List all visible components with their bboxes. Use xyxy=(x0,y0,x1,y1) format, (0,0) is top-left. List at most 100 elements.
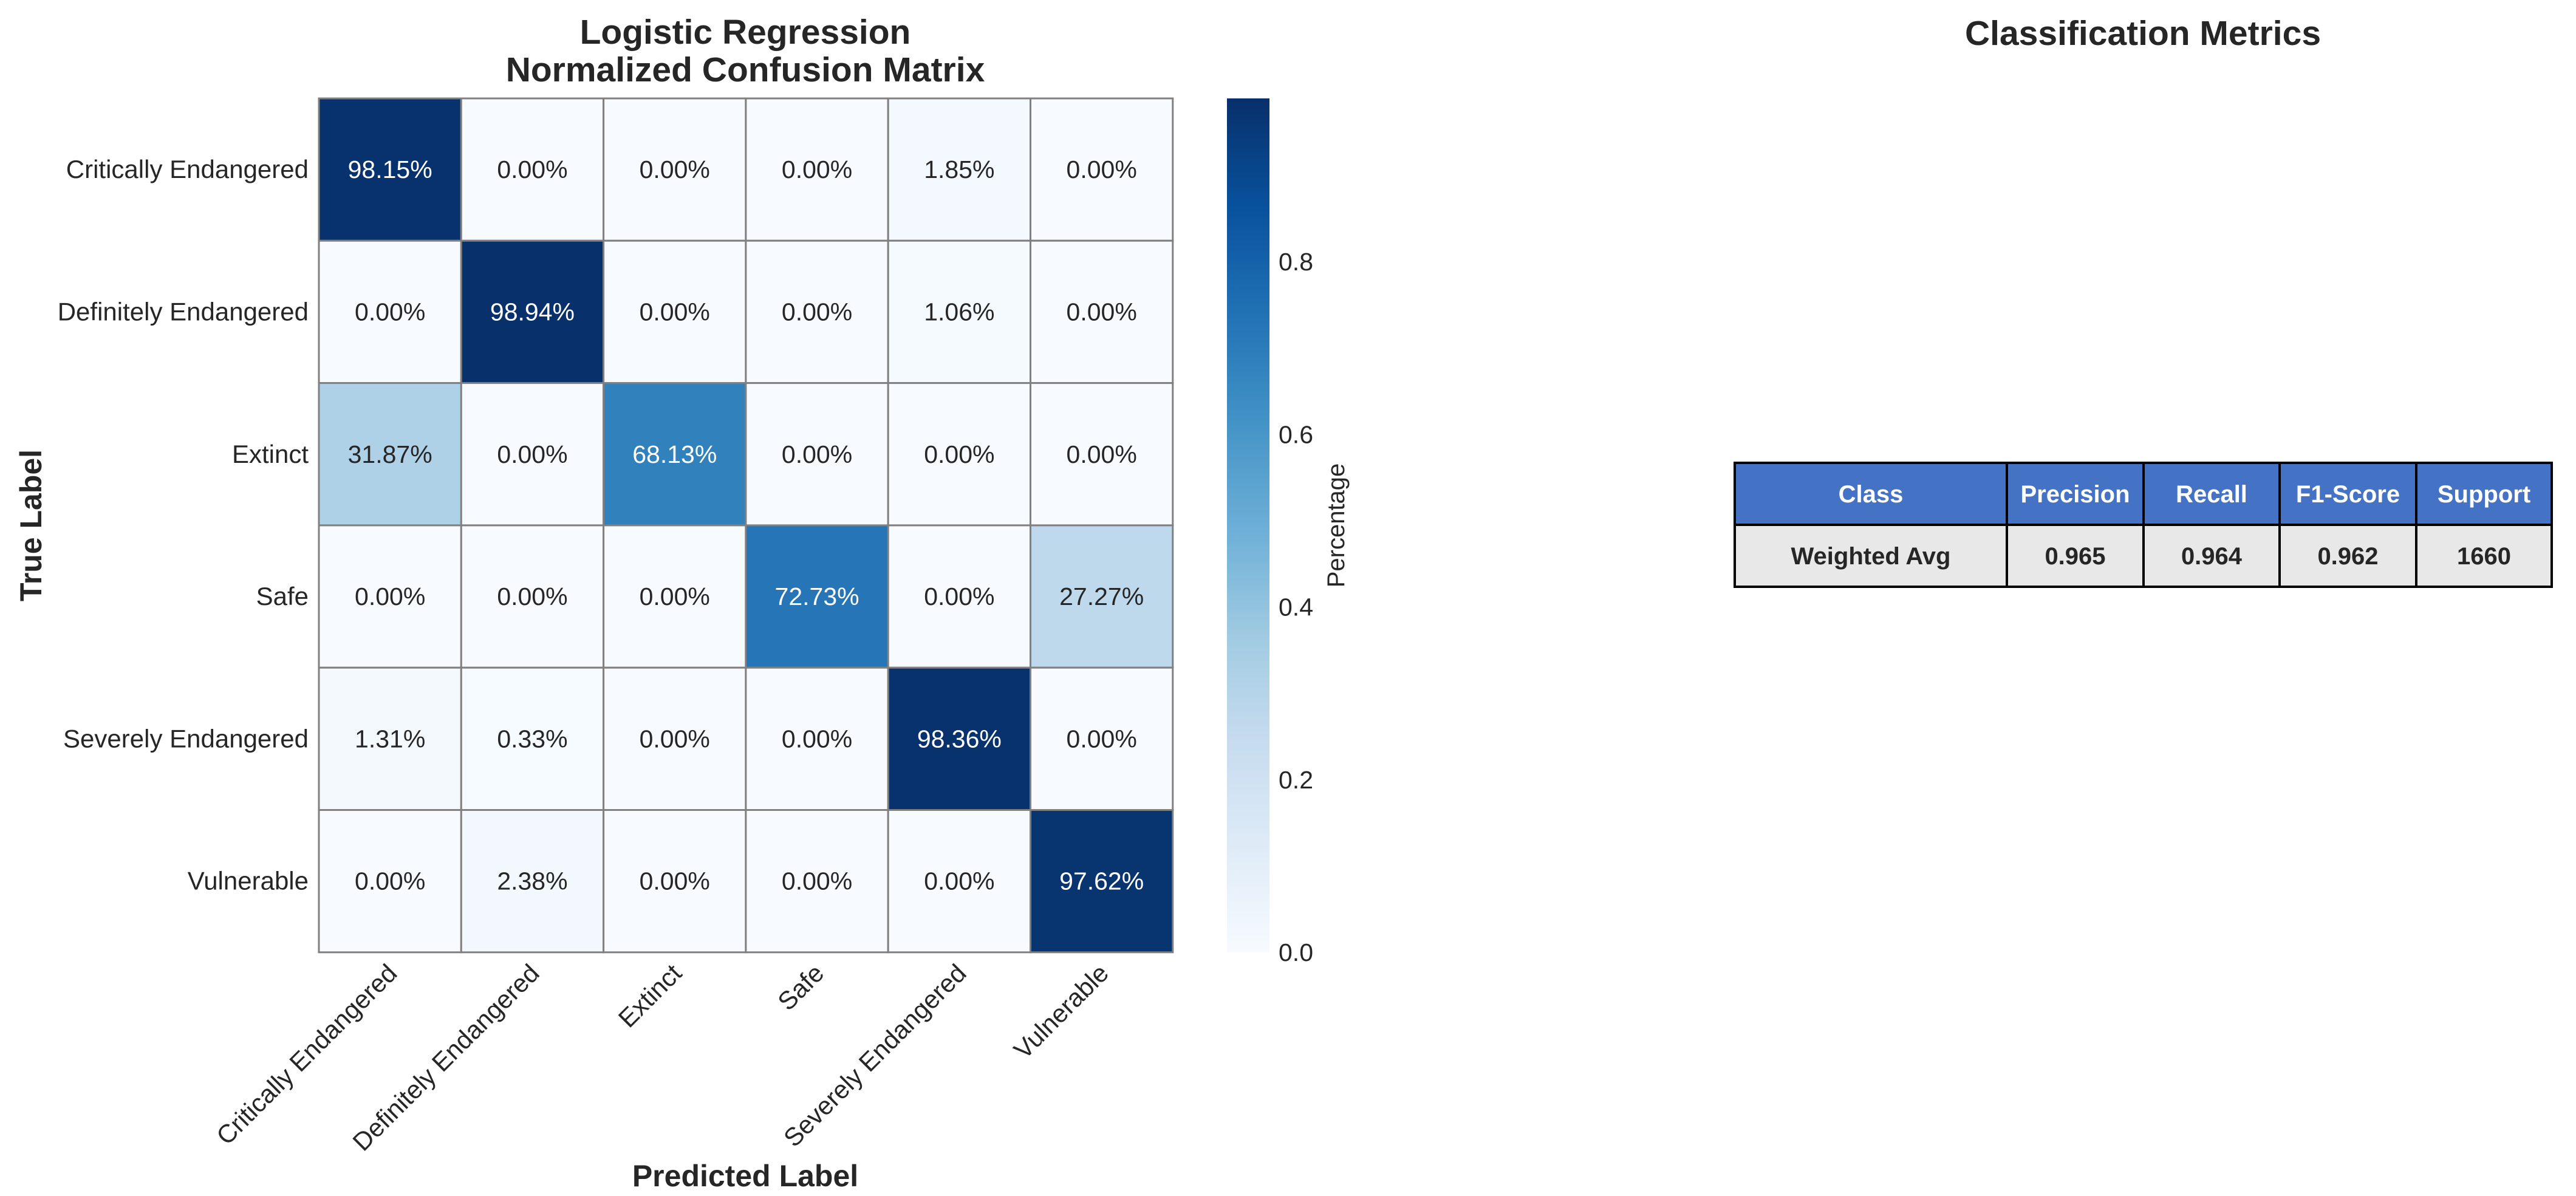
heatmap-cell xyxy=(1030,809,1174,954)
cell-label: 0.00% xyxy=(1067,298,1137,326)
colorbar-tick-label: 0.0 xyxy=(1279,938,1313,966)
heatmap-cell xyxy=(318,666,462,811)
cell-label: 0.00% xyxy=(924,867,994,895)
y-tick-label: Critically Endangered xyxy=(66,155,309,183)
y-tick-label: Safe xyxy=(256,582,309,610)
cell-label: 0.00% xyxy=(782,725,852,753)
table-header-label: F1-Score xyxy=(2296,481,2400,508)
table-header-label: Class xyxy=(1839,481,1904,508)
cell-label: 68.13% xyxy=(632,440,717,468)
colorbar-label: Percentage xyxy=(1323,463,1350,588)
y-tick-label: Severely Endangered xyxy=(63,724,309,753)
colorbar xyxy=(1227,98,1269,952)
cell-label: 97.62% xyxy=(1059,867,1144,895)
heatmap-cell xyxy=(460,382,605,527)
heatmap-title-line: Logistic Regression xyxy=(580,13,911,52)
heatmap-cell xyxy=(887,382,1031,527)
heatmap-cell xyxy=(745,239,889,384)
cell-label: 98.94% xyxy=(490,298,575,326)
y-tick-label: Vulnerable xyxy=(188,867,309,895)
heatmap-cell xyxy=(745,97,889,242)
cell-label: 0.00% xyxy=(497,440,567,468)
cell-label: 0.00% xyxy=(355,298,425,326)
table-header-label: Precision xyxy=(2020,481,2130,508)
table-cell-value: 0.964 xyxy=(2181,543,2243,570)
cell-label: 0.00% xyxy=(924,440,994,468)
heatmap-cell xyxy=(460,524,605,669)
heatmap-cell xyxy=(887,809,1031,954)
cell-label: 0.00% xyxy=(782,155,852,183)
cell-label: 0.00% xyxy=(640,867,710,895)
cell-label: 0.00% xyxy=(640,155,710,183)
heatmap-cells: 98.15% 0.00% 0.00% 0.00% 1.85% 0.00% 0.00% 98.9… xyxy=(318,97,1174,954)
heatmap-cell xyxy=(318,382,462,527)
cell-label: 31.87% xyxy=(348,440,432,468)
table-cell xyxy=(2278,524,2417,588)
x-axis-title: Predicted Label xyxy=(632,1159,858,1193)
heatmap-cell xyxy=(887,97,1031,242)
cell-label: 0.00% xyxy=(1067,155,1137,183)
heatmap-cell xyxy=(745,666,889,811)
cell-label: 0.00% xyxy=(782,867,852,895)
cell-label: 1.85% xyxy=(924,155,994,183)
cell-label: 0.00% xyxy=(640,583,710,610)
y-tick-label: Definitely Endangered xyxy=(58,297,309,326)
colorbar-tick-label: 0.8 xyxy=(1279,248,1313,276)
heatmap-cell xyxy=(603,666,747,811)
cell-label: 27.27% xyxy=(1059,583,1144,610)
heatmap-cell xyxy=(1030,524,1174,669)
heatmap-cell xyxy=(318,809,462,954)
metrics-table: Class Precision Recall F1-Score Support Weigh… xyxy=(1734,462,2553,588)
table-cell xyxy=(1734,524,2008,588)
cell-label: 0.00% xyxy=(497,155,567,183)
table-cell xyxy=(2006,524,2145,588)
cell-label: 1.06% xyxy=(924,298,994,326)
cell-label: 0.00% xyxy=(640,298,710,326)
x-tick-label: Extinct xyxy=(613,959,688,1033)
heatmap-cell xyxy=(318,97,462,242)
cell-label: 0.00% xyxy=(355,583,425,610)
table-title: Classification Metrics xyxy=(1965,14,2321,53)
table-cell-value: 0.965 xyxy=(2045,543,2105,570)
heatmap-cell xyxy=(603,524,747,669)
heatmap-cell xyxy=(745,809,889,954)
cell-label: 72.73% xyxy=(775,583,859,610)
table-cell xyxy=(2142,524,2281,588)
table-cell-value: 0.962 xyxy=(2317,543,2378,570)
table-header-label: Recall xyxy=(2176,481,2247,508)
heatmap-title-line: Normalized Confusion Matrix xyxy=(506,50,985,89)
cell-label: 0.00% xyxy=(782,298,852,326)
cell-label: 0.00% xyxy=(1067,725,1137,753)
cell-label: 0.00% xyxy=(640,725,710,753)
cell-label: 0.00% xyxy=(1067,440,1137,468)
colorbar-ticks: 0.0 0.2 0.4 0.6 0.8 xyxy=(1279,248,1313,966)
heatmap-cell xyxy=(887,666,1031,811)
heatmap-cell xyxy=(745,382,889,527)
cell-label: 0.33% xyxy=(497,725,567,753)
cell-label: 1.31% xyxy=(355,725,425,753)
table-cell-value: Weighted Avg xyxy=(1791,543,1951,570)
cell-label: 0.00% xyxy=(924,583,994,610)
colorbar-tick-label: 0.6 xyxy=(1279,420,1313,448)
colorbar-tick-label: 0.2 xyxy=(1279,766,1313,794)
heatmap-cell xyxy=(1030,666,1174,811)
table-cell xyxy=(2415,524,2553,588)
y-tick-labels: Critically Endangered Definitely Endanger… xyxy=(58,155,309,895)
x-tick-label: Safe xyxy=(772,959,829,1016)
heatmap-title: Logistic Regression Normalized Confusion … xyxy=(506,13,985,89)
heatmap-cell xyxy=(1030,382,1174,527)
heatmap-cell xyxy=(460,97,605,242)
colorbar-tick-label: 0.4 xyxy=(1279,593,1313,621)
cell-label: 0.00% xyxy=(355,867,425,895)
table-header-label: Support xyxy=(2438,481,2530,508)
cell-label: 98.36% xyxy=(917,725,1002,753)
x-tick-label: Vulnerable xyxy=(1008,959,1114,1064)
heatmap-cell xyxy=(887,524,1031,669)
y-axis-title: True Label xyxy=(14,449,48,601)
cell-label: 2.38% xyxy=(497,867,567,895)
y-tick-label: Extinct xyxy=(232,440,309,468)
heatmap-cell xyxy=(745,524,889,669)
cell-label: 0.00% xyxy=(782,440,852,468)
